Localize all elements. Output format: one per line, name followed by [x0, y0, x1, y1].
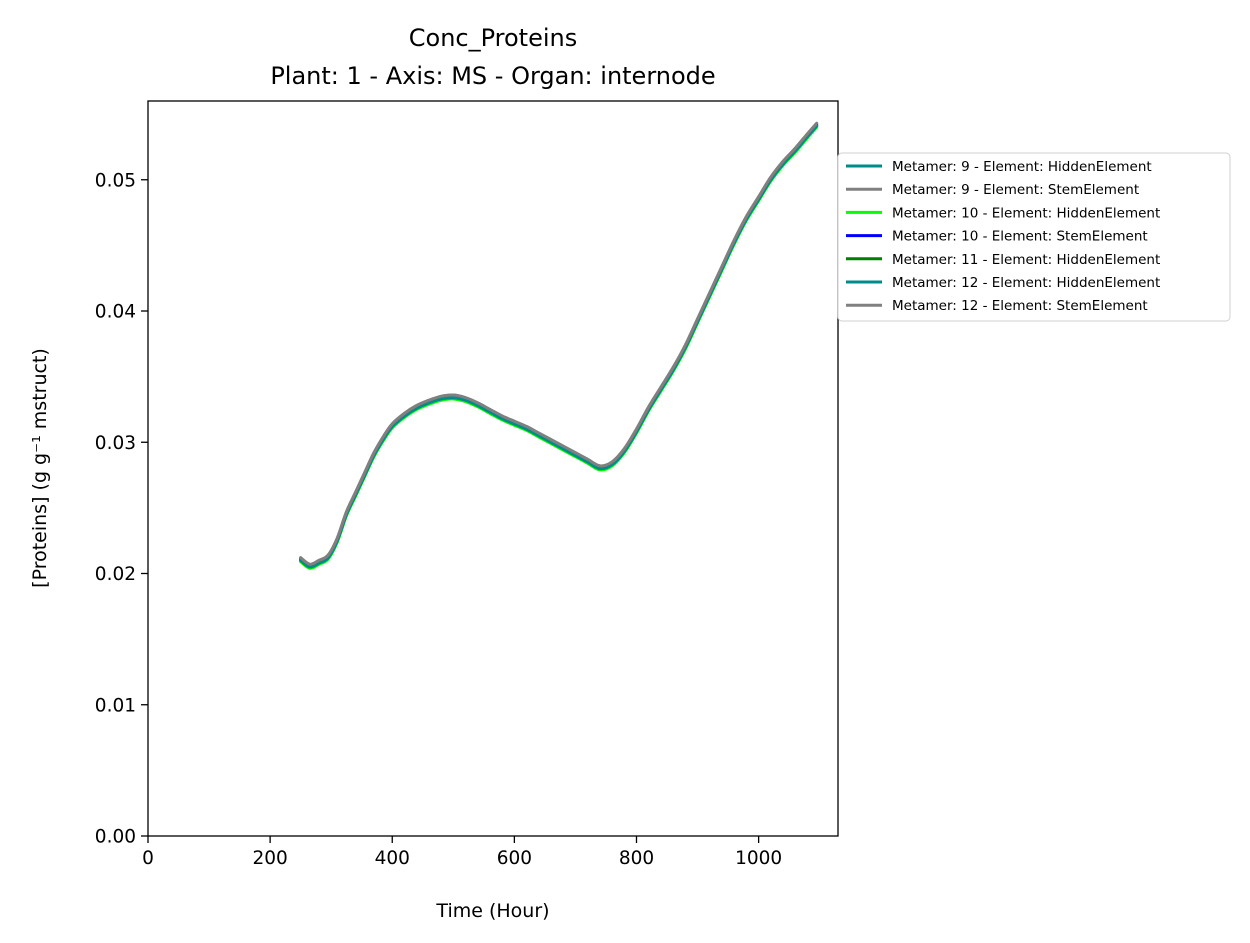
legend-label: Metamer: 10 - Element: StemElement — [892, 229, 1148, 245]
y-tick-label: 0.04 — [95, 302, 136, 323]
legend-label: Metamer: 9 - Element: HiddenElement — [892, 159, 1152, 175]
x-tick-label: 800 — [619, 848, 654, 869]
x-axis-ticks: 0 200 400 600 800 1000 — [142, 836, 782, 869]
y-tick-label: 0.05 — [95, 170, 136, 191]
legend-label: Metamer: 10 - Element: HiddenElement — [892, 205, 1160, 221]
legend-label: Metamer: 9 - Element: StemElement — [892, 182, 1139, 198]
series-layer — [299, 121, 819, 570]
axes-frame — [147, 100, 839, 837]
y-axis-ticks: 0.00 0.01 0.02 0.03 0.04 0.05 — [95, 170, 148, 848]
y-axis-label: [Proteins] (g g⁻¹ mstruct) — [29, 348, 51, 588]
legend-label: Metamer: 12 - Element: HiddenElement — [892, 275, 1160, 291]
y-tick-label: 0.03 — [95, 433, 136, 454]
y-tick-label: 0.01 — [95, 695, 136, 716]
x-tick-label: 200 — [252, 848, 287, 869]
x-axis-label: Time (Hour) — [435, 900, 549, 922]
y-tick-label: 0.00 — [95, 827, 136, 848]
x-tick-label: 400 — [375, 848, 410, 869]
chart-subtitle: Plant: 1 - Axis: MS - Organ: internode — [270, 62, 715, 90]
legend-label: Metamer: 12 - Element: StemElement — [892, 298, 1148, 314]
legend-label: Metamer: 11 - Element: HiddenElement — [892, 252, 1160, 268]
x-tick-label: 600 — [497, 848, 532, 869]
y-tick-label: 0.02 — [95, 564, 136, 585]
legend-items: Metamer: 9 - Element: HiddenElement Metam… — [846, 159, 1160, 314]
x-tick-label: 1000 — [735, 848, 782, 869]
chart-title: Conc_Proteins — [409, 24, 577, 52]
x-tick-label: 0 — [142, 848, 154, 869]
legend-frame — [837, 152, 1231, 322]
plot-area — [147, 100, 839, 837]
legend: Metamer: 9 - Element: HiddenElement Metam… — [837, 152, 1231, 322]
series-line-7 — [299, 121, 819, 566]
